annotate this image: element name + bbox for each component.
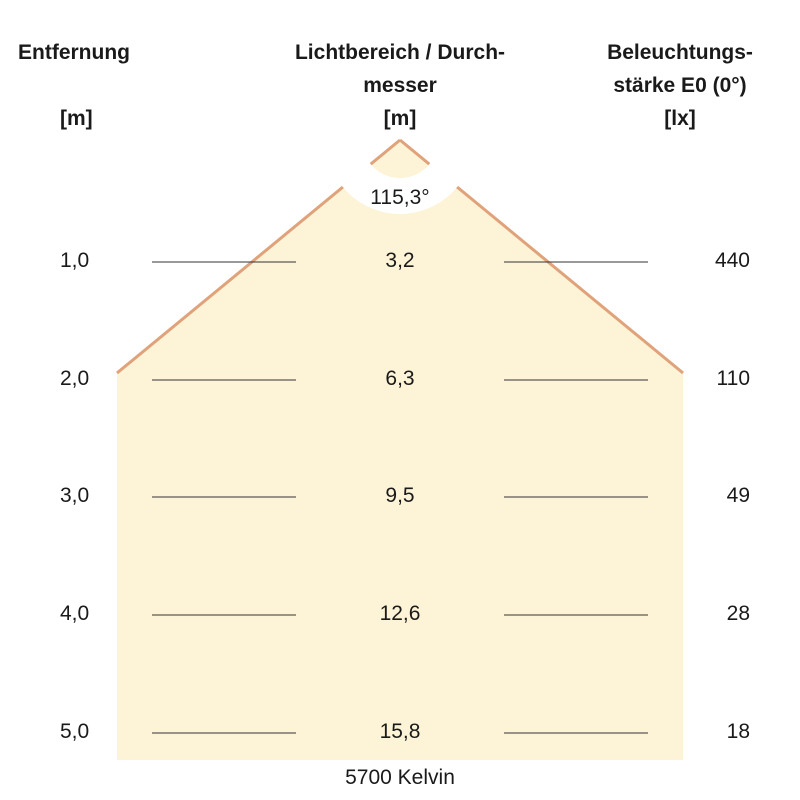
diameter-value: 6,3 [385, 367, 415, 390]
illuminance-value: 18 [726, 720, 750, 743]
illuminance-value: 28 [726, 602, 750, 625]
distance-header: Entfernung [m] [18, 36, 130, 135]
diameter-header: Lichtbereich / Durch- messer [m] [250, 36, 550, 135]
diameter-value: 3,2 [385, 249, 415, 272]
diameter-header-unit: [m] [383, 107, 417, 130]
illuminance-value: 440 [714, 249, 750, 272]
distance-value: 3,0 [60, 484, 90, 507]
illuminance-header-label-2: stärke E0 (0°) [613, 74, 747, 97]
illuminance-header: Beleuchtungs- stärke E0 (0°) [lx] [580, 36, 780, 135]
distance-value: 1,0 [60, 249, 90, 272]
distance-header-label: Entfernung [18, 41, 130, 64]
illuminance-value: 49 [726, 484, 750, 507]
illuminance-header-unit: [lx] [664, 107, 696, 130]
color-temperature: 5700 Kelvin [345, 766, 455, 789]
distance-header-unit: [m] [60, 107, 93, 130]
distance-value: 4,0 [60, 602, 90, 625]
diameter-header-label-2: messer [363, 74, 437, 97]
distance-value: 2,0 [60, 367, 90, 390]
illuminance-header-label: Beleuchtungs- [607, 41, 753, 64]
diameter-value: 9,5 [385, 484, 415, 507]
distance-value: 5,0 [60, 720, 90, 743]
light-cone-fill [117, 140, 683, 760]
diameter-header-label: Lichtbereich / Durch- [294, 41, 506, 64]
diameter-value: 12,6 [379, 602, 421, 625]
angle-arc-gap [326, 66, 474, 214]
diameter-value: 15,8 [379, 720, 421, 743]
beam-angle: 115,3° [370, 186, 430, 209]
illuminance-value: 110 [716, 367, 750, 390]
